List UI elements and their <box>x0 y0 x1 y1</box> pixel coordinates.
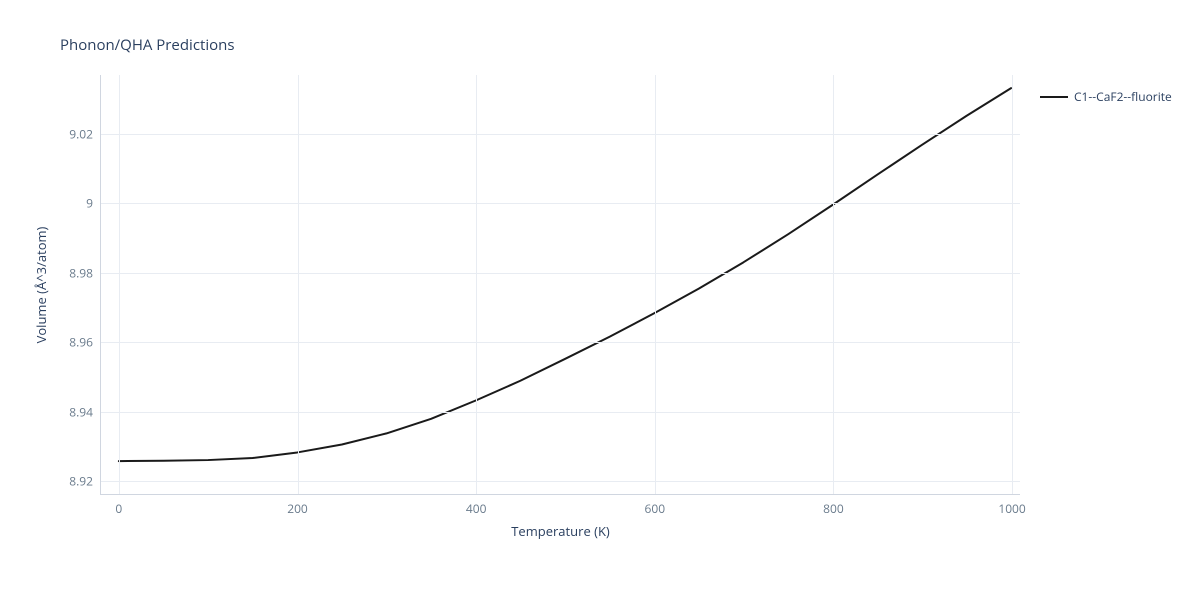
y-tick-label: 8.96 <box>69 334 93 351</box>
x-tick-label: 0 <box>115 500 122 517</box>
legend-swatch <box>1040 96 1068 98</box>
grid-line-vertical <box>476 75 477 494</box>
y-tick-label: 8.92 <box>69 473 93 490</box>
x-tick-label: 1000 <box>998 500 1025 517</box>
grid-line-horizontal <box>101 203 1020 204</box>
y-tick-label: 9.02 <box>69 126 93 143</box>
x-tick-label: 200 <box>287 500 308 517</box>
grid-line-vertical <box>298 75 299 494</box>
grid-line-horizontal <box>101 273 1020 274</box>
grid-line-vertical <box>655 75 656 494</box>
x-axis-label: Temperature (K) <box>511 522 610 540</box>
x-tick-label: 800 <box>823 500 844 517</box>
grid-line-vertical <box>119 75 120 494</box>
y-tick-label: 9 <box>86 195 93 212</box>
y-axis-label: Volume (Å^3/atom) <box>32 226 50 343</box>
legend: C1--CaF2--fluorite <box>1040 88 1172 105</box>
grid-line-horizontal <box>101 412 1020 413</box>
grid-line-vertical <box>833 75 834 494</box>
grid-line-vertical <box>1012 75 1013 494</box>
y-tick-label: 8.94 <box>69 403 93 420</box>
series-svg <box>101 75 1020 494</box>
x-tick-label: 600 <box>644 500 665 517</box>
plot-area: Temperature (K) Volume (Å^3/atom) 020040… <box>100 75 1020 495</box>
x-tick-label: 400 <box>466 500 487 517</box>
series-line <box>119 88 1011 461</box>
grid-line-horizontal <box>101 342 1020 343</box>
chart-container: Phonon/QHA Predictions Temperature (K) V… <box>0 0 1200 600</box>
y-tick-label: 8.98 <box>69 264 93 281</box>
legend-label: C1--CaF2--fluorite <box>1074 88 1172 105</box>
grid-line-horizontal <box>101 481 1020 482</box>
chart-title: Phonon/QHA Predictions <box>60 35 235 55</box>
grid-line-horizontal <box>101 134 1020 135</box>
